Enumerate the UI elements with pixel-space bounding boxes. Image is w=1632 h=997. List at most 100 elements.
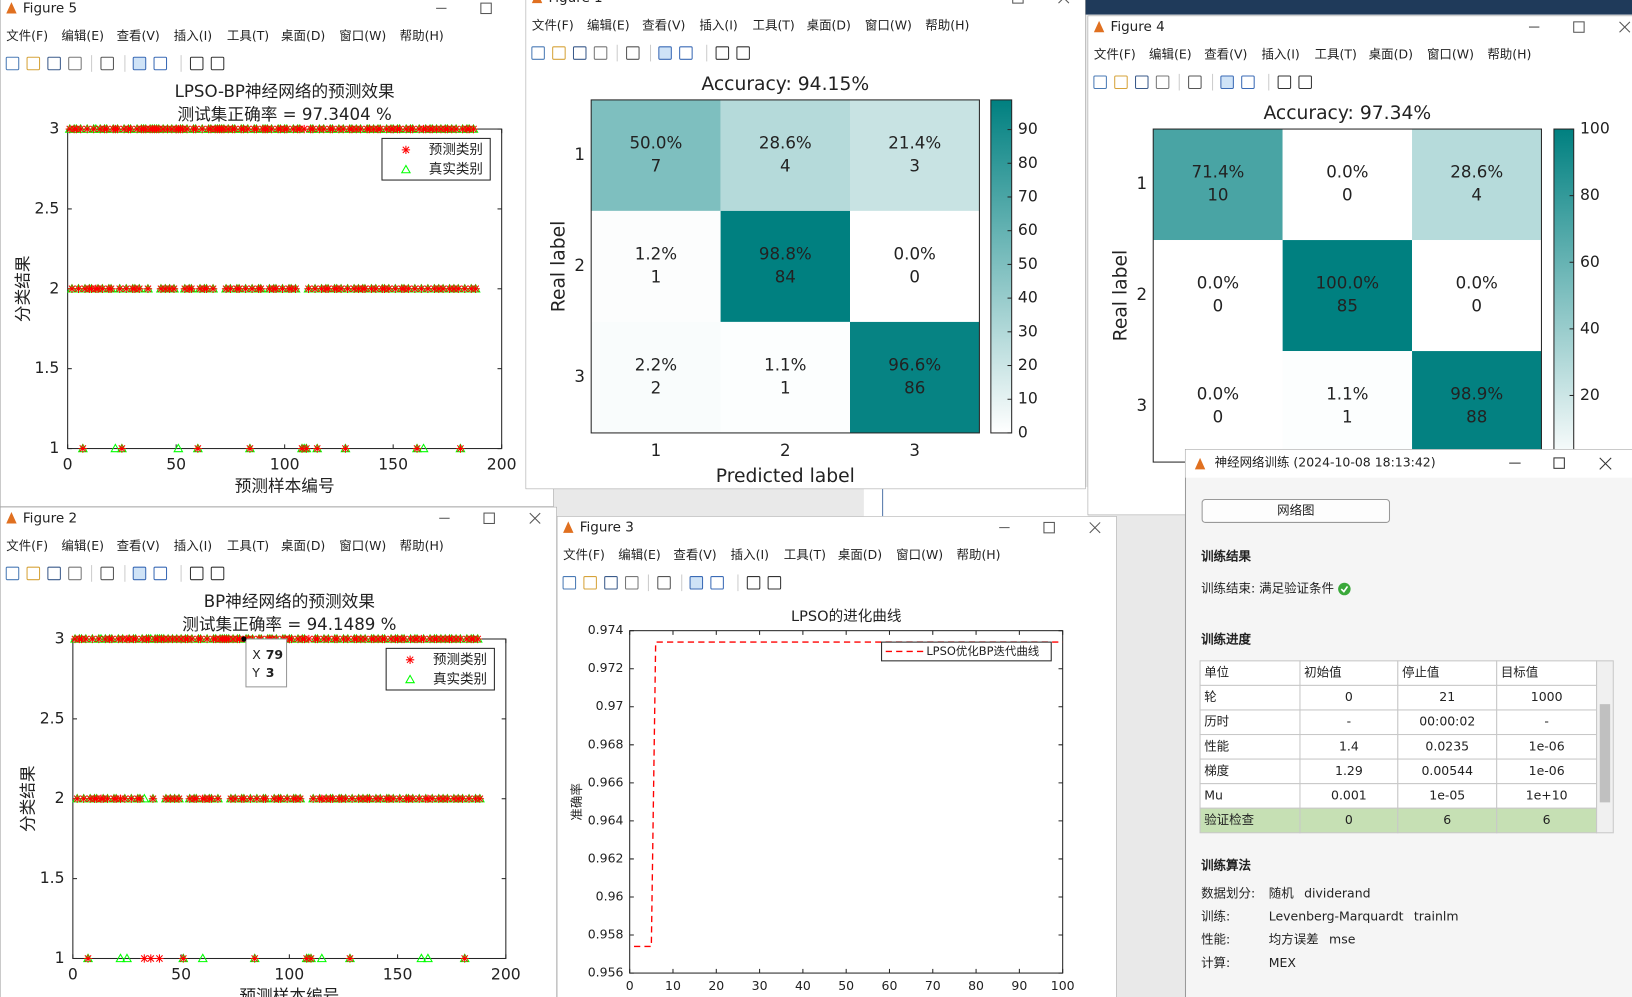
menu-item[interactable]: 文件(F)	[6, 538, 48, 553]
menu-item[interactable]: 编辑(E)	[61, 538, 104, 553]
menu-item[interactable]: 查看(V)	[642, 18, 685, 33]
toolbar-button[interactable]	[552, 46, 566, 60]
toolbar-button[interactable]	[1155, 75, 1170, 89]
toolbar-button[interactable]	[1188, 75, 1202, 89]
toolbar-button[interactable]	[1277, 75, 1292, 89]
menu-item[interactable]: 编辑(E)	[618, 547, 661, 562]
toolbar-button[interactable]	[153, 566, 168, 581]
toolbar-button[interactable]	[100, 56, 114, 71]
menu-item[interactable]: 编辑(E)	[1149, 47, 1192, 62]
menu-item[interactable]: 查看(V)	[1204, 47, 1247, 62]
menu-item[interactable]: 编辑(E)	[61, 28, 104, 43]
menu-item[interactable]: 窗口(W)	[339, 28, 386, 43]
toolbar-button[interactable]	[767, 576, 782, 590]
menu-item[interactable]: 桌面(D)	[281, 538, 325, 553]
menu-item[interactable]: 文件(F)	[532, 18, 574, 33]
toolbar-button[interactable]	[26, 56, 41, 71]
toolbar-button[interactable]	[531, 46, 545, 60]
network-button[interactable]	[1201, 499, 1391, 523]
toolbar-button[interactable]	[5, 56, 20, 71]
toolbar-button[interactable]	[210, 566, 225, 581]
menu-item[interactable]: 工具(T)	[784, 547, 826, 562]
toolbar-button[interactable]	[189, 56, 204, 71]
toolbar-button[interactable]	[153, 56, 168, 71]
toolbar-button[interactable]	[710, 576, 724, 590]
menu-item[interactable]: 桌面(D)	[838, 547, 882, 562]
menu-item[interactable]: 文件(F)	[563, 547, 605, 562]
menu-item[interactable]: 工具(T)	[227, 538, 269, 553]
toolbar-button[interactable]	[626, 46, 640, 60]
toolbar-button[interactable]	[746, 576, 761, 590]
menu-item[interactable]: 桌面(D)	[1369, 47, 1413, 62]
menu-item[interactable]: 文件(F)	[1094, 47, 1136, 62]
maximize-button[interactable]	[480, 2, 492, 15]
maximize-button[interactable]	[1012, 0, 1024, 4]
menu-item[interactable]: 插入(I)	[731, 547, 769, 562]
toolbar-button[interactable]	[26, 566, 41, 581]
maximize-button[interactable]	[1043, 521, 1055, 534]
toolbar-button[interactable]	[210, 56, 225, 71]
toolbar-button[interactable]	[689, 576, 704, 590]
menu-item[interactable]: 窗口(W)	[865, 18, 912, 33]
close-button[interactable]	[1619, 21, 1631, 33]
menu-item[interactable]: 插入(I)	[1261, 47, 1299, 62]
menu-item[interactable]: 帮助(H)	[925, 18, 969, 33]
menu-item[interactable]: 桌面(D)	[807, 18, 851, 33]
menu-item[interactable]: 窗口(W)	[1427, 47, 1474, 62]
menu-item[interactable]: 文件(F)	[6, 28, 48, 43]
menu-item[interactable]: 窗口(W)	[339, 538, 386, 553]
toolbar-button[interactable]	[132, 56, 147, 71]
menu-item[interactable]: 工具(T)	[1315, 47, 1357, 62]
toolbar-button[interactable]	[583, 576, 597, 590]
toolbar-button[interactable]	[47, 566, 61, 581]
maximize-button[interactable]	[1573, 21, 1585, 33]
toolbar-button[interactable]	[47, 56, 61, 71]
toolbar-button[interactable]	[593, 46, 608, 60]
close-button[interactable]	[529, 512, 541, 524]
menu-item[interactable]: 工具(T)	[753, 18, 795, 33]
toolbar-button[interactable]	[1135, 75, 1149, 89]
toolbar-button[interactable]	[68, 56, 82, 71]
menu-item[interactable]: 插入(I)	[174, 538, 212, 553]
menu-item[interactable]: 帮助(H)	[957, 547, 1001, 562]
maximize-button[interactable]	[483, 512, 495, 524]
close-button[interactable]	[1599, 457, 1612, 470]
scrollbar-thumb[interactable]	[1599, 704, 1611, 803]
menu-item[interactable]: 工具(T)	[227, 28, 269, 43]
menu-item[interactable]: 查看(V)	[673, 547, 716, 562]
toolbar-button[interactable]	[100, 566, 114, 581]
menu-item[interactable]: 帮助(H)	[400, 538, 444, 553]
menu-item[interactable]: 插入(I)	[174, 28, 212, 43]
toolbar-button[interactable]	[1220, 75, 1234, 89]
toolbar-button[interactable]	[572, 46, 587, 60]
menu-item[interactable]: 帮助(H)	[1487, 47, 1531, 62]
datatip[interactable]	[245, 638, 288, 688]
menu-item[interactable]: 帮助(H)	[400, 28, 444, 43]
toolbar-button[interactable]	[1241, 75, 1255, 89]
toolbar-button[interactable]	[1298, 75, 1312, 89]
menu-item[interactable]: 桌面(D)	[281, 28, 325, 43]
toolbar-button[interactable]	[715, 46, 730, 60]
toolbar-button[interactable]	[1114, 75, 1128, 89]
star-marker	[252, 124, 261, 134]
toolbar-button[interactable]	[658, 46, 672, 60]
toolbar-button[interactable]	[5, 566, 20, 581]
toolbar-button[interactable]	[562, 576, 577, 590]
menu-item[interactable]: 插入(I)	[699, 18, 737, 33]
toolbar-button[interactable]	[604, 576, 618, 590]
menu-item[interactable]: 查看(V)	[117, 28, 160, 43]
toolbar-button[interactable]	[679, 46, 693, 60]
close-button[interactable]	[1058, 0, 1070, 4]
maximize-button[interactable]	[1553, 457, 1565, 469]
close-button[interactable]	[1089, 522, 1101, 534]
toolbar-button[interactable]	[625, 576, 639, 590]
menu-item[interactable]: 窗口(W)	[896, 547, 943, 562]
menu-item[interactable]: 查看(V)	[117, 538, 160, 553]
toolbar-button[interactable]	[189, 566, 204, 581]
toolbar-button[interactable]	[736, 46, 750, 60]
toolbar-button[interactable]	[1093, 75, 1107, 89]
menu-item[interactable]: 编辑(E)	[587, 18, 630, 33]
toolbar-button[interactable]	[657, 576, 671, 590]
toolbar-button[interactable]	[132, 566, 147, 581]
toolbar-button[interactable]	[68, 566, 82, 581]
